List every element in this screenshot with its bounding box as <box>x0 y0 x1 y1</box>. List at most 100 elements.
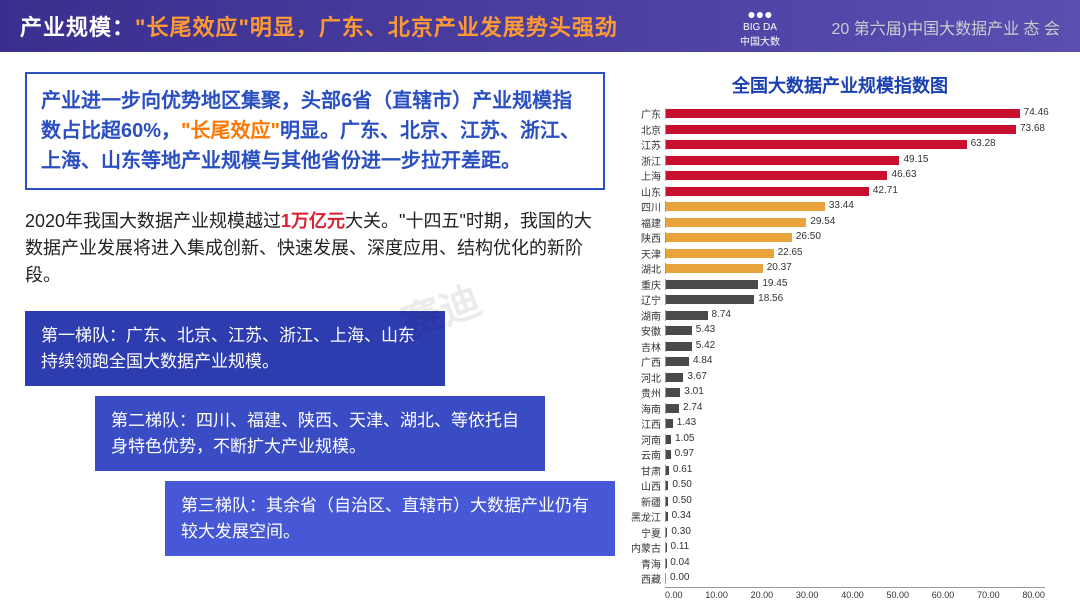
bar <box>666 466 669 475</box>
chart-row: 湖北 20.37 <box>625 261 1055 277</box>
bar-area: 49.15 <box>665 155 1055 166</box>
bar-value: 3.67 <box>687 371 706 382</box>
bar <box>666 295 754 304</box>
content: 产业进一步向优势地区集聚，头部6省（直辖市）产业规模指数占比超60%，"长尾效应… <box>0 52 1080 586</box>
chart-row: 山西 0.50 <box>625 478 1055 494</box>
bar <box>666 187 869 196</box>
chart-row: 青海0.04 <box>625 556 1055 572</box>
logo: ●●● BIG DA 中国大数 <box>740 6 780 48</box>
bar <box>666 481 668 490</box>
bar-area: 5.42 <box>665 341 1055 352</box>
bar <box>666 218 806 227</box>
bar <box>666 125 1016 134</box>
bar-area: 3.01 <box>665 387 1055 398</box>
bar-area: 3.67 <box>665 372 1055 383</box>
chart-title: 全国大数据产业规模指数图 <box>625 72 1055 98</box>
bar-area: 2.74 <box>665 403 1055 414</box>
chart-row: 新疆0.50 <box>625 494 1055 510</box>
bar-chart: 广东 74.46 北京 73.68 江苏63.28浙江 49.15 上海46.63山东42.… <box>625 106 1055 576</box>
chart-row: 重庆19.45 <box>625 277 1055 293</box>
row-label: 四川 <box>625 199 665 214</box>
row-label: 吉林 <box>625 339 665 354</box>
bar <box>666 404 679 413</box>
bar-area: 0.04 <box>665 558 1055 569</box>
bar-area: 0.00 <box>665 573 1055 584</box>
chart-row: 江苏63.28 <box>625 137 1055 153</box>
bar <box>666 311 708 320</box>
bar-value: 0.00 <box>670 572 689 583</box>
row-label: 广东 <box>625 106 665 121</box>
row-label: 湖南 <box>625 308 665 323</box>
bar <box>666 388 680 397</box>
bar-area: 33.44 <box>665 201 1055 212</box>
bar <box>666 342 692 351</box>
row-label: 北京 <box>625 122 665 137</box>
chart-row: 海南2.74 <box>625 401 1055 417</box>
row-label: 广西 <box>625 354 665 369</box>
row-label: 甘肃 <box>625 463 665 478</box>
bar <box>666 233 792 242</box>
x-axis: 0.0010.0020.0030.0040.0050.0060.0070.008… <box>665 587 1045 600</box>
bar <box>666 326 692 335</box>
row-label: 山西 <box>625 478 665 493</box>
chart-row: 西藏0.00 <box>625 571 1055 587</box>
chart-row: 上海46.63 <box>625 168 1055 184</box>
chart-row: 山东42.71 <box>625 184 1055 200</box>
bar-area: 1.43 <box>665 418 1055 429</box>
bar-value: 0.30 <box>671 526 690 537</box>
bar-value: 0.50 <box>672 479 691 490</box>
chart-row: 吉林5.42 <box>625 339 1055 355</box>
chart-row: 内蒙古0.11 <box>625 540 1055 556</box>
chart-row: 贵州3.01 <box>625 385 1055 401</box>
bar-value: 0.34 <box>672 510 691 521</box>
bar <box>666 450 671 459</box>
bar-area: 4.84 <box>665 356 1055 367</box>
bar <box>666 249 774 258</box>
bar-value: 33.44 <box>829 200 854 211</box>
chart-row: 福建 29.54 <box>625 215 1055 231</box>
bar-value: 0.61 <box>673 464 692 475</box>
bar-value: 49.15 <box>903 154 928 165</box>
bar <box>666 528 667 537</box>
row-label: 海南 <box>625 401 665 416</box>
chart-row: 云南 0.97 <box>625 447 1055 463</box>
row-label: 云南 <box>625 447 665 462</box>
tier-2-box: 第二梯队：四川、福建、陕西、天津、湖北、等依托自身特色优势，不断扩大产业规模。 <box>95 396 545 471</box>
row-label: 江苏 <box>625 137 665 152</box>
bar-value: 26.50 <box>796 231 821 242</box>
bar-value: 20.37 <box>767 262 792 273</box>
chart-row: 江西1.43 <box>625 416 1055 432</box>
bar-value: 73.68 <box>1020 123 1045 134</box>
bar-value: 0.97 <box>675 448 694 459</box>
row-label: 安徽 <box>625 323 665 338</box>
bar-value: 0.11 <box>671 541 690 552</box>
bar-area: 0.30 <box>665 527 1055 538</box>
bar-value: 74.46 <box>1024 107 1049 118</box>
row-label: 福建 <box>625 215 665 230</box>
chart-row: 天津22.65 <box>625 246 1055 262</box>
bar <box>666 373 683 382</box>
chart-row: 北京 73.68 <box>625 122 1055 138</box>
bar-area: 0.97 <box>665 449 1055 460</box>
bar-value: 19.45 <box>762 278 787 289</box>
bar-area: 46.63 <box>665 170 1055 181</box>
row-label: 新疆 <box>625 494 665 509</box>
row-label: 浙江 <box>625 153 665 168</box>
bar-area: 0.34 <box>665 511 1055 522</box>
row-label: 青海 <box>625 556 665 571</box>
chart-row: 四川 33.44 <box>625 199 1055 215</box>
bar-area: 26.50 <box>665 232 1055 243</box>
bar-area: 0.50 <box>665 480 1055 491</box>
bar-value: 22.65 <box>778 247 803 258</box>
chart-row: 安徽5.43 <box>625 323 1055 339</box>
row-label: 湖北 <box>625 261 665 276</box>
bar <box>666 280 758 289</box>
bar-area: 42.71 <box>665 186 1055 197</box>
bar <box>666 435 671 444</box>
header: 产业规模："长尾效应"明显，广东、北京产业发展势头强劲 ●●● BIG DA 中… <box>0 0 1080 52</box>
row-label: 河北 <box>625 370 665 385</box>
title-prefix: 产业规模： <box>20 15 135 40</box>
bar-value: 29.54 <box>810 216 835 227</box>
bar <box>666 109 1020 118</box>
row-label: 黑龙江 <box>625 509 665 524</box>
